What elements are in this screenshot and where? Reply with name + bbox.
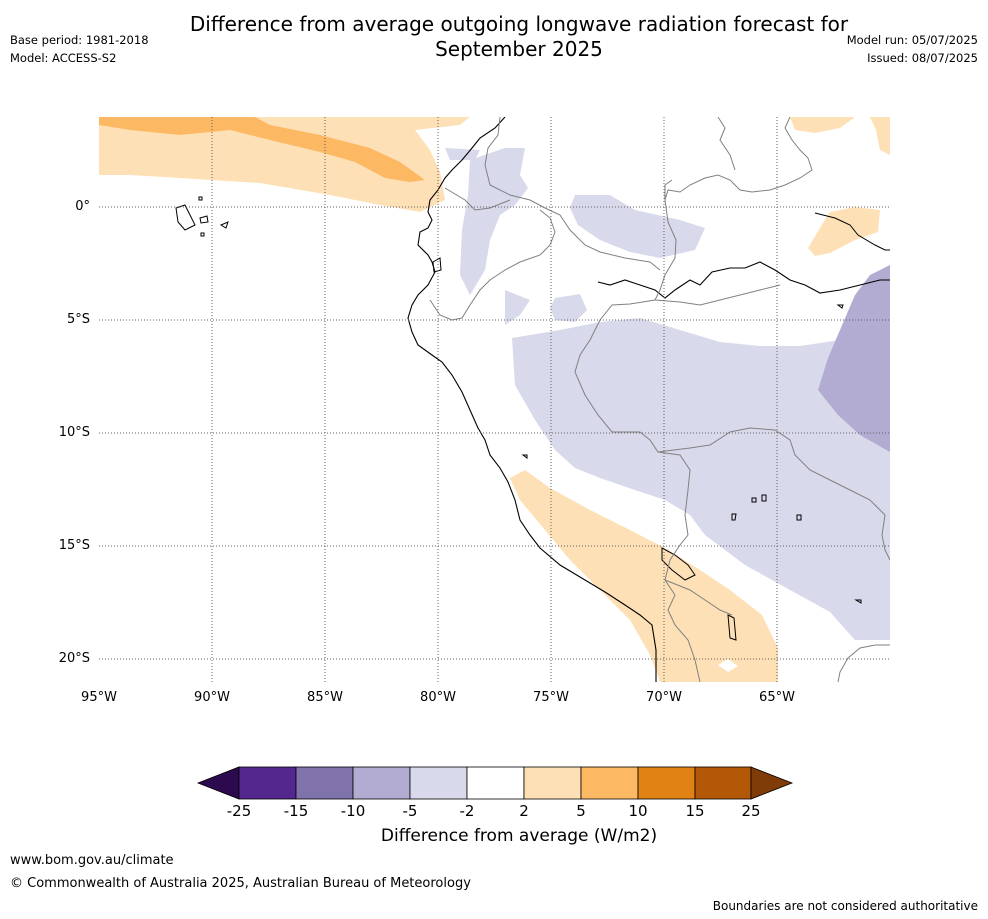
colorbar-tick: -25 [226,802,252,820]
colorbar-tick: -15 [283,802,309,820]
anomaly-region-light-orange [808,207,880,256]
lon-label: 75°W [533,690,569,705]
colorbar-tick: 15 [685,802,705,820]
chart-title: Difference from average outgoing longwav… [0,12,988,62]
national-boundaries [429,117,890,682]
lon-label: 90°W [194,690,230,705]
colorbar-segment [694,766,752,800]
colorbar-label: Difference from average (W/m2) [380,826,658,846]
colorbar-segment [295,766,354,800]
lat-label: 5°S [66,312,90,327]
lon-label: 70°W [646,690,682,705]
colorbar-tick: -5 [402,802,418,820]
lat-label: 15°S [58,538,90,553]
colorbar-segment [238,766,297,800]
lon-label: 80°W [420,690,456,705]
issued-date: Issued: 08/07/2025 [867,51,978,65]
meta-right: Model run: 05/07/2025 Issued: 08/07/2025 [847,31,978,67]
colorbar-segment [352,766,411,800]
title-line-1: Difference from average outgoing longwav… [189,12,849,36]
coastline [407,117,657,682]
colorbar-tick: -2 [459,802,475,820]
colorbar-segment [409,766,468,800]
model-name: Model: ACCESS-S2 [10,51,117,65]
lon-label: 95°W [81,690,117,705]
lon-label: 65°W [759,690,795,705]
coastline [597,261,890,299]
colorbar-extend-low [196,766,240,800]
lat-label: 10°S [58,425,90,440]
anomaly-region-light-purple [460,148,528,295]
anomaly-region-orange [99,117,425,182]
copyright: © Commonwealth of Australia 2025, Austra… [10,876,471,891]
lat-label: 20°S [58,651,90,666]
colorbar-tick: 10 [628,802,648,820]
lon-label: 85°W [307,690,343,705]
colorbar-tick: 5 [576,802,586,820]
colorbar-segment [523,766,582,800]
model-run: Model run: 05/07/2025 [846,33,978,47]
colorbar-extend-high [750,766,794,800]
anomaly-region-light-orange [510,470,778,682]
galapagos-islands [175,196,229,237]
colorbar-tick: -10 [340,802,366,820]
anomaly-region-light-purple [570,195,705,258]
disclaimer: Boundaries are not considered authoritat… [712,899,978,913]
colorbar-segment [466,766,525,800]
anomaly-region-mid-purple [818,265,890,452]
meta-left: Base period: 1981-2018 Model: ACCESS-S2 [10,31,149,67]
anomaly-region-light-purple [550,294,587,322]
anomaly-region-light-purple [512,318,890,640]
colorbar-segment [580,766,639,800]
colorbar [196,766,794,800]
lat-label: 0° [75,199,90,214]
anomaly-region-light-purple [505,290,530,325]
graticule [99,117,890,682]
title-line-2: September 2025 [435,37,603,61]
anomaly-region-light-orange [99,117,470,212]
anomaly-region-light-purple [445,148,480,160]
anomaly-region-light-orange [870,117,890,155]
anomaly-region-light-orange [790,117,855,133]
colorbar-tick: 2 [519,802,529,820]
footer-url[interactable]: www.bom.gov.au/climate [10,853,174,868]
colorbar-segment [637,766,696,800]
base-period: Base period: 1981-2018 [10,33,149,47]
colorbar-tick: 25 [741,802,761,820]
